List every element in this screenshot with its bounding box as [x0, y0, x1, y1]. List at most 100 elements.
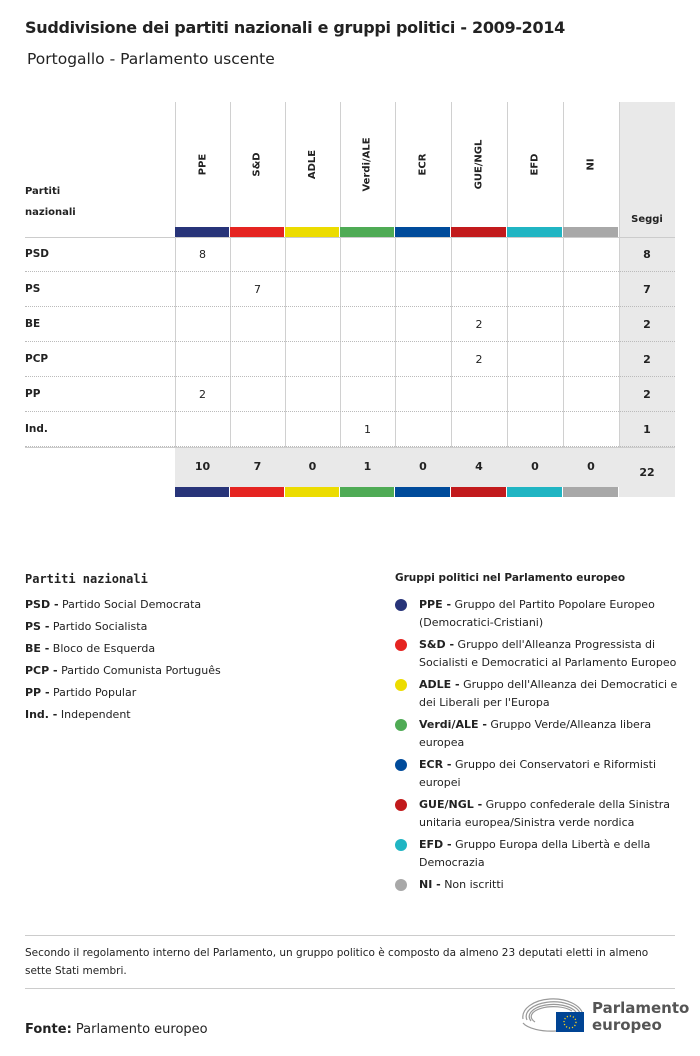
- parties-legend: PSD - Partido Social Democrata PS - Parti…: [25, 594, 221, 726]
- seat-count: 2: [475, 353, 483, 366]
- group-total: 7: [253, 460, 262, 473]
- group-header: Verdi/ALE: [362, 137, 373, 192]
- group-header: ECR: [417, 153, 429, 176]
- column-divider: [230, 102, 231, 447]
- corner-label: Partiti: [25, 186, 61, 197]
- party-name: PS: [25, 283, 41, 295]
- table-row: PP 2 2: [25, 377, 675, 412]
- party-legend-item: PS - Partido Socialista: [25, 620, 148, 633]
- group-dot-icon: [395, 639, 407, 651]
- table-row: PS 7 7: [25, 272, 675, 307]
- group-color-bar: [285, 227, 339, 237]
- seat-count: 2: [475, 318, 483, 331]
- group-header: GUE/NGL: [473, 139, 485, 190]
- group-total: 4: [475, 460, 483, 473]
- party-seats: 7: [643, 283, 651, 296]
- group-dot-icon: [395, 759, 407, 771]
- party-seats: 2: [643, 318, 651, 331]
- seats-header: Seggi: [631, 214, 663, 225]
- column-divider: [451, 102, 452, 447]
- totals-bg: [175, 447, 619, 487]
- group-dot-icon: [395, 799, 407, 811]
- party-name: PCP: [25, 353, 49, 365]
- group-dot-icon: [395, 879, 407, 891]
- group-total: 1: [363, 460, 372, 473]
- group-color-bar: [175, 487, 229, 497]
- group-color-bar: [507, 227, 562, 237]
- party-legend-item: PSD - Partido Social Democrata: [25, 598, 202, 611]
- group-header: ADLE: [307, 149, 318, 180]
- divider: [25, 935, 675, 936]
- logo-text: europeo: [592, 1016, 662, 1034]
- group-color-bar: [230, 487, 284, 497]
- group-legend-item: Verdi/ALE - Gruppo Verde/Alleanza libera…: [395, 716, 680, 752]
- group-color-bar: [340, 487, 394, 497]
- group-color-bar: [395, 227, 450, 237]
- column-divider: [619, 102, 620, 447]
- hemicycle-icon: [522, 998, 584, 1032]
- corner-label: nazionali: [25, 207, 76, 218]
- party-legend-item: Ind. - Independent: [25, 708, 131, 721]
- total-seats: 22: [639, 466, 655, 479]
- group-color-bar: [395, 487, 450, 497]
- party-seats: 8: [643, 248, 651, 261]
- group-color-bar: [563, 227, 618, 237]
- group-dot-icon: [395, 679, 407, 691]
- group-legend-item: PPE - Gruppo del Partito Popolare Europe…: [395, 596, 680, 632]
- group-header: EFD: [529, 153, 541, 176]
- footnote: Secondo il regolamento interno del Parla…: [25, 947, 649, 977]
- header-divider: [25, 237, 675, 238]
- column-divider: [285, 102, 286, 447]
- groups-legend-title: Gruppi politici nel Parlamento europeo: [395, 572, 626, 584]
- group-legend-item: EFD - Gruppo Europa della Libertà e dell…: [395, 836, 680, 872]
- group-color-bar: [451, 227, 506, 237]
- seat-count: 7: [254, 283, 261, 296]
- seat-count: 2: [199, 388, 206, 401]
- group-total: 0: [531, 460, 539, 473]
- party-seats: 2: [643, 353, 651, 366]
- party-name: BE: [25, 318, 41, 330]
- party-name: PP: [25, 388, 41, 400]
- column-divider: [340, 102, 341, 447]
- group-total: 0: [587, 460, 595, 473]
- page-subtitle: Portogallo - Parlamento uscente: [27, 50, 275, 68]
- divider: [25, 988, 675, 989]
- column-divider: [175, 102, 176, 447]
- table-row: PCP 2 2: [25, 342, 675, 377]
- table-row: BE 2 2: [25, 307, 675, 342]
- group-total: 10: [194, 460, 211, 473]
- ep-logo: Parlamento europeo: [520, 997, 689, 1037]
- group-legend-item: ECR - Gruppo dei Conservatori e Riformis…: [395, 756, 680, 792]
- party-seats: 1: [643, 423, 651, 436]
- group-dot-icon: [395, 839, 407, 851]
- group-legend-item: GUE/NGL - Gruppo confederale della Sinis…: [395, 796, 680, 832]
- group-header: PPE: [197, 153, 208, 176]
- column-divider: [563, 102, 564, 447]
- source-text: Parlamento europeo: [75, 1022, 208, 1037]
- party-legend-item: PP - Partido Popular: [25, 686, 137, 699]
- group-total: 0: [308, 460, 317, 473]
- column-divider: [507, 102, 508, 447]
- party-name: PSD: [25, 248, 49, 260]
- table-row: PSD 8 8: [25, 237, 675, 272]
- group-color-bar: [230, 227, 284, 237]
- group-legend-item: ADLE - Gruppo dell'Alleanza dei Democrat…: [395, 676, 680, 712]
- party-legend-item: PCP - Partido Comunista Português: [25, 664, 221, 677]
- parties-legend-title: Partiti nazionali: [25, 572, 148, 586]
- seats-column-bg: [619, 102, 675, 497]
- seat-count: 8: [199, 248, 206, 261]
- party-seats: 2: [643, 388, 651, 401]
- group-color-bar: [563, 487, 618, 497]
- group-color-bar: [285, 487, 339, 497]
- group-color-bar: [340, 227, 394, 237]
- group-header: S&D: [251, 152, 263, 177]
- group-total: 0: [419, 460, 427, 473]
- seat-count: 1: [364, 423, 371, 436]
- party-legend-item: BE - Bloco de Esquerda: [25, 642, 156, 655]
- totals-divider: [25, 447, 675, 448]
- group-legend-item: NI - Non iscritti: [395, 876, 680, 894]
- group-legend-item: S&D - Gruppo dell'Alleanza Progressista …: [395, 636, 680, 672]
- group-color-bar: [175, 227, 229, 237]
- table-row: Ind. 1 1: [25, 412, 675, 447]
- logo-text: Parlamento: [592, 999, 690, 1017]
